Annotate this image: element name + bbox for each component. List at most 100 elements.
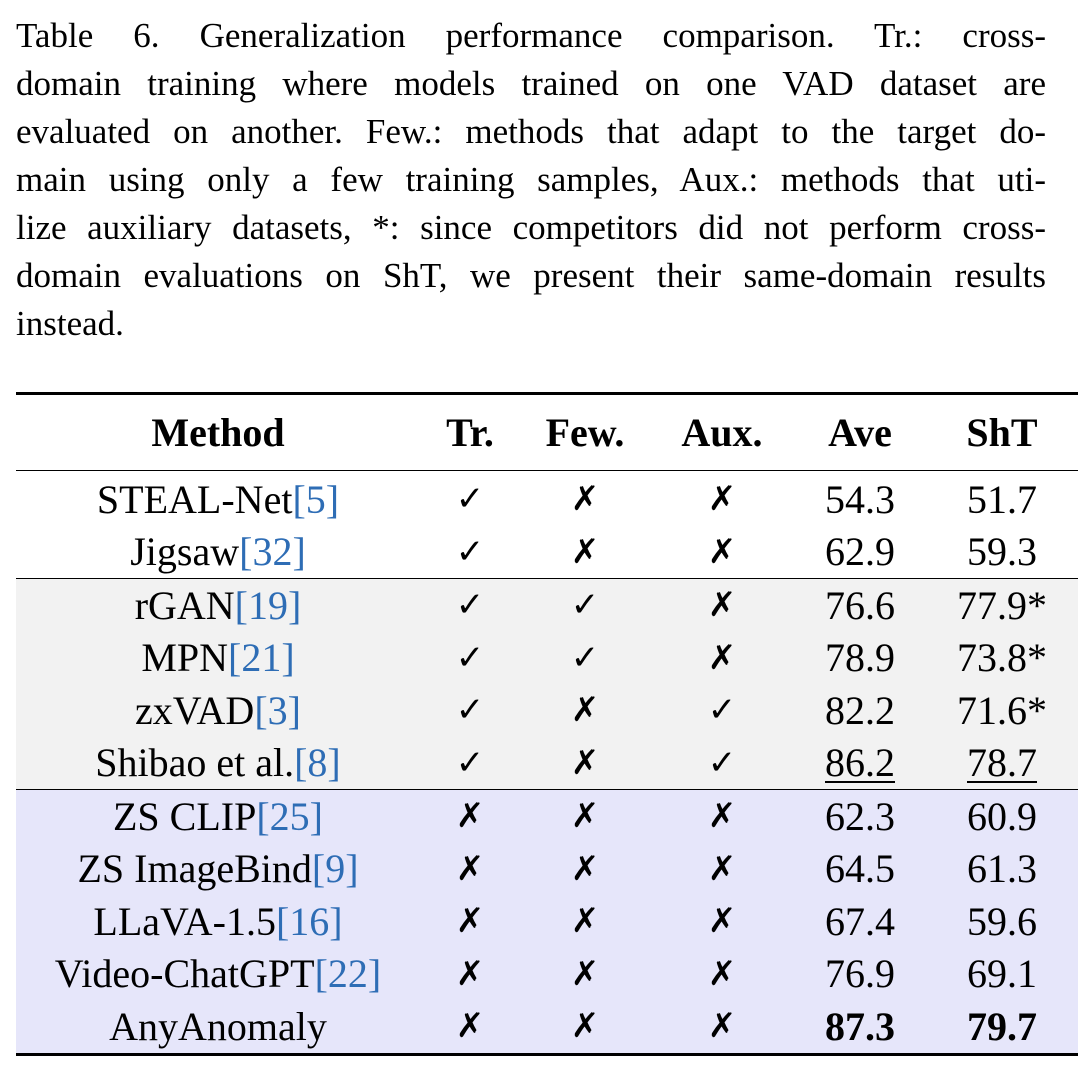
sht-cell: 71.6* bbox=[957, 687, 1047, 733]
sht-cell: 79.7 bbox=[926, 1000, 1078, 1054]
group-zero-shot: ZS CLIP[25] ✗ ✗ ✗ 62.3 60.9 ZS ImageBind… bbox=[16, 789, 1078, 1054]
header-sht: ShT bbox=[966, 410, 1038, 455]
citation-link[interactable]: [8] bbox=[294, 740, 341, 786]
method-name: ZS CLIP bbox=[113, 793, 257, 839]
aux-cell: ✗ bbox=[707, 953, 737, 994]
caption-line: domain training where models trained on … bbox=[16, 64, 1046, 103]
table-row: rGAN[19] ✓ ✓ ✗ 76.6 77.9* bbox=[16, 578, 1078, 632]
method-cell: ZS ImageBind[9] bbox=[16, 843, 420, 896]
table-row: STEAL-Net[5] ✓ ✗ ✗ 54.3 51.7 bbox=[16, 471, 1078, 526]
method-cell: Jigsaw[32] bbox=[16, 526, 420, 579]
method-cell: AnyAnomaly bbox=[16, 1000, 420, 1054]
table-row: Shibao et al.[8] ✓ ✗ ✓ 86.2 78.7 bbox=[16, 737, 1078, 790]
second-best-value: 78.7 bbox=[967, 740, 1037, 786]
header-row: Method Tr. Few. Aux. Ave ShT bbox=[16, 393, 1078, 471]
aux-cell: ✗ bbox=[707, 848, 737, 889]
ave-cell: 76.9 bbox=[825, 951, 895, 997]
table-row: LLaVA-1.5[16] ✗ ✗ ✗ 67.4 59.6 bbox=[16, 895, 1078, 948]
citation-link[interactable]: [19] bbox=[234, 582, 302, 628]
tr-cell: ✓ bbox=[455, 742, 485, 783]
citation-link[interactable]: [25] bbox=[256, 793, 323, 839]
few-cell: ✗ bbox=[570, 690, 600, 731]
aux-cell: ✓ bbox=[707, 742, 737, 783]
few-cell: ✗ bbox=[570, 848, 600, 889]
table-row: AnyAnomaly ✗ ✗ ✗ 87.3 79.7 bbox=[16, 1000, 1078, 1054]
sht-cell: 77.9* bbox=[957, 582, 1047, 628]
table-row: zxVAD[3] ✓ ✗ ✓ 82.2 71.6* bbox=[16, 684, 1078, 737]
citation-link[interactable]: [32] bbox=[239, 529, 306, 575]
sht-cell: 73.8* bbox=[957, 635, 1047, 681]
tr-cell: ✓ bbox=[455, 637, 485, 678]
method-cell: rGAN[19] bbox=[16, 579, 420, 632]
citation-link[interactable]: [21] bbox=[228, 635, 295, 681]
ave-cell: 64.5 bbox=[825, 846, 895, 892]
caption-line: main using only a few training samples, … bbox=[16, 160, 1046, 199]
tr-cell: ✗ bbox=[455, 953, 485, 994]
header-method: Method bbox=[151, 410, 285, 455]
aux-cell: ✗ bbox=[707, 585, 737, 626]
few-cell: ✗ bbox=[570, 742, 600, 783]
citation-link[interactable]: [16] bbox=[275, 898, 343, 944]
method-cell: Video-ChatGPT[22] bbox=[16, 948, 420, 1001]
sht-cell: 69.1 bbox=[967, 951, 1037, 997]
few-cell: ✗ bbox=[570, 1006, 600, 1047]
table-row: MPN[21] ✓ ✓ ✗ 78.9 73.8* bbox=[16, 632, 1078, 685]
aux-cell: ✗ bbox=[707, 1006, 737, 1047]
comparison-table-container: Method Tr. Few. Aux. Ave ShT STEAL-Net[5… bbox=[16, 392, 1078, 1056]
method-cell: LLaVA-1.5[16] bbox=[16, 895, 420, 948]
method-name: Jigsaw bbox=[130, 529, 240, 575]
second-best-value: 86.2 bbox=[825, 740, 895, 786]
header-tr: Tr. bbox=[446, 410, 494, 455]
sht-cell: 59.3 bbox=[967, 529, 1037, 575]
best-value: 87.3 bbox=[825, 1003, 895, 1049]
method-cell: STEAL-Net[5] bbox=[16, 471, 420, 526]
tr-cell: ✓ bbox=[455, 479, 485, 520]
aux-cell: ✗ bbox=[707, 479, 737, 520]
method-name: MPN bbox=[141, 635, 229, 681]
ave-cell: 82.2 bbox=[825, 687, 895, 733]
tr-cell: ✗ bbox=[455, 901, 485, 942]
caption-line: lize auxiliary datasets, *: since compet… bbox=[16, 208, 1046, 247]
method-name: rGAN bbox=[134, 582, 235, 628]
ave-cell: 86.2 bbox=[794, 737, 926, 790]
method-cell: Shibao et al.[8] bbox=[16, 737, 420, 790]
citation-link[interactable]: [5] bbox=[292, 476, 340, 522]
ave-cell: 54.3 bbox=[825, 476, 895, 522]
ave-cell: 67.4 bbox=[825, 898, 895, 944]
aux-cell: ✓ bbox=[707, 690, 737, 731]
tr-cell: ✓ bbox=[455, 531, 485, 572]
method-cell: ZS CLIP[25] bbox=[16, 790, 420, 843]
caption-line: domain evaluations on ShT, we present th… bbox=[16, 256, 1046, 295]
table-row: Jigsaw[32] ✓ ✗ ✗ 62.9 59.3 bbox=[16, 526, 1078, 579]
sht-cell: 51.7 bbox=[967, 476, 1037, 522]
header-ave: Ave bbox=[828, 410, 892, 455]
header-aux: Aux. bbox=[681, 410, 763, 455]
sht-cell: 60.9 bbox=[967, 793, 1037, 839]
table-caption: Table 6. Generalization performance comp… bbox=[16, 12, 1046, 348]
method-cell: MPN[21] bbox=[16, 632, 420, 685]
method-name: zxVAD bbox=[135, 687, 255, 733]
ave-cell: 87.3 bbox=[794, 1000, 926, 1054]
ave-cell: 62.3 bbox=[825, 793, 895, 839]
citation-link[interactable]: [9] bbox=[311, 846, 359, 892]
tr-cell: ✗ bbox=[455, 796, 485, 837]
citation-link[interactable]: [3] bbox=[254, 687, 301, 733]
few-cell: ✗ bbox=[570, 531, 600, 572]
table-row: ZS ImageBind[9] ✗ ✗ ✗ 64.5 61.3 bbox=[16, 843, 1078, 896]
aux-cell: ✗ bbox=[707, 531, 737, 572]
ave-cell: 78.9 bbox=[825, 635, 895, 681]
method-name: Video-ChatGPT bbox=[54, 951, 315, 997]
method-cell: zxVAD[3] bbox=[16, 684, 420, 737]
aux-cell: ✗ bbox=[707, 901, 737, 942]
few-cell: ✗ bbox=[570, 953, 600, 994]
tr-cell: ✗ bbox=[455, 848, 485, 889]
sht-cell: 61.3 bbox=[967, 846, 1037, 892]
tr-cell: ✓ bbox=[455, 690, 485, 731]
caption-line: instead. bbox=[16, 304, 124, 343]
few-cell: ✓ bbox=[570, 585, 600, 626]
method-name: AnyAnomaly bbox=[109, 1003, 327, 1049]
citation-link[interactable]: [22] bbox=[314, 951, 382, 997]
few-cell: ✗ bbox=[570, 901, 600, 942]
ave-cell: 62.9 bbox=[825, 529, 895, 575]
table-row: ZS CLIP[25] ✗ ✗ ✗ 62.3 60.9 bbox=[16, 789, 1078, 843]
